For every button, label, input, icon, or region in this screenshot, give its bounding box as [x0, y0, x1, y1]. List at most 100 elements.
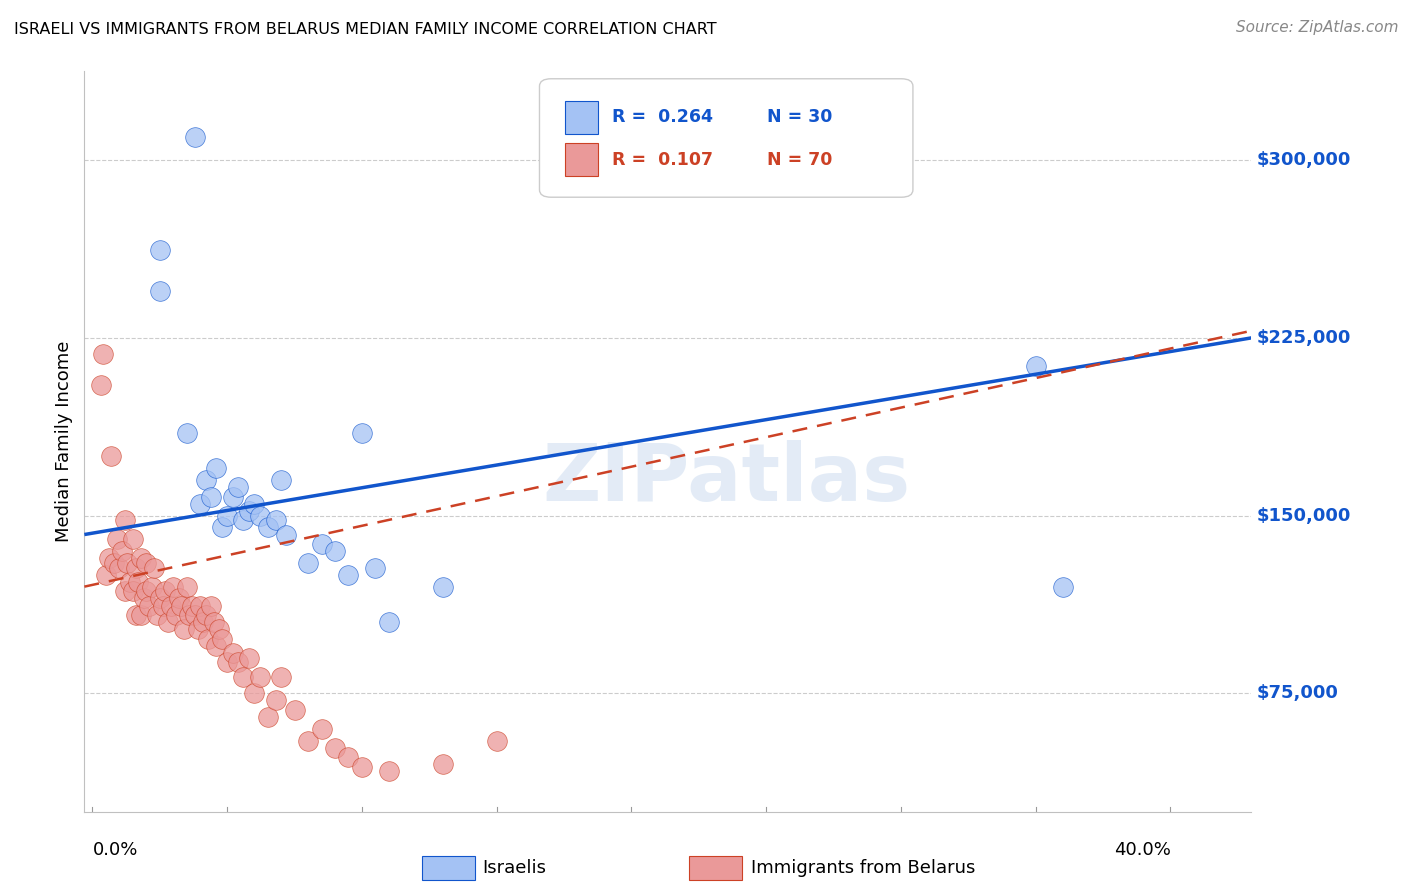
Point — [188, 599, 211, 613]
Point — [179, 608, 201, 623]
Point — [226, 656, 249, 670]
Point — [270, 670, 292, 684]
Point — [200, 490, 222, 504]
Text: Source: ZipAtlas.com: Source: ZipAtlas.com — [1236, 20, 1399, 35]
Text: 0.0%: 0.0% — [93, 841, 138, 859]
Point — [276, 527, 298, 541]
Point — [120, 574, 142, 589]
Text: N = 70: N = 70 — [768, 152, 832, 169]
Point — [90, 378, 112, 392]
Point — [297, 556, 319, 570]
Point — [256, 710, 278, 724]
Point — [149, 244, 172, 258]
Point — [256, 520, 278, 534]
Text: $300,000: $300,000 — [1257, 152, 1351, 169]
Point — [226, 480, 249, 494]
Point — [176, 580, 198, 594]
Point — [378, 764, 401, 779]
Point — [194, 608, 217, 623]
Point — [337, 750, 360, 764]
Bar — [565, 101, 598, 135]
Point — [111, 544, 134, 558]
Point — [170, 599, 193, 613]
Point — [238, 650, 260, 665]
Point — [129, 551, 152, 566]
Point — [217, 656, 239, 670]
Point — [232, 513, 254, 527]
Text: $225,000: $225,000 — [1257, 329, 1351, 347]
Point — [184, 608, 207, 623]
Point — [194, 473, 217, 487]
Point — [249, 670, 271, 684]
Point — [243, 497, 266, 511]
Point — [167, 591, 190, 606]
Point — [205, 639, 228, 653]
Point — [124, 608, 146, 623]
Text: ISRAELI VS IMMIGRANTS FROM BELARUS MEDIAN FAMILY INCOME CORRELATION CHART: ISRAELI VS IMMIGRANTS FROM BELARUS MEDIA… — [14, 22, 717, 37]
Text: R =  0.107: R = 0.107 — [612, 152, 713, 169]
Text: ZIPatlas: ZIPatlas — [543, 440, 910, 517]
Point — [156, 615, 179, 630]
Point — [208, 622, 231, 636]
Point — [152, 599, 174, 613]
Point — [284, 703, 307, 717]
Point — [205, 461, 228, 475]
Point — [485, 733, 508, 747]
Point — [249, 508, 271, 523]
Point — [238, 504, 260, 518]
Point — [211, 632, 233, 646]
Point — [173, 622, 195, 636]
Point — [127, 574, 149, 589]
Point — [149, 591, 172, 606]
Point — [135, 584, 157, 599]
Point — [165, 608, 187, 623]
Point — [97, 551, 120, 566]
Point — [159, 599, 181, 613]
Point — [217, 508, 239, 523]
Point — [202, 615, 225, 630]
Point — [1052, 580, 1074, 594]
Point — [155, 584, 177, 599]
Point — [232, 670, 254, 684]
Point — [364, 560, 387, 574]
Point — [143, 560, 166, 574]
Point — [124, 560, 146, 574]
Point — [146, 608, 169, 623]
Point — [264, 513, 287, 527]
Point — [129, 608, 152, 623]
Point — [184, 129, 207, 144]
Point — [200, 599, 222, 613]
Bar — [565, 144, 598, 177]
FancyBboxPatch shape — [540, 78, 912, 197]
Point — [117, 556, 139, 570]
Text: R =  0.264: R = 0.264 — [612, 108, 713, 127]
Point — [103, 556, 125, 570]
Point — [149, 284, 172, 298]
Point — [100, 450, 122, 464]
Point — [311, 722, 333, 736]
Point — [1025, 359, 1047, 374]
Point — [188, 497, 211, 511]
Point — [122, 584, 145, 599]
Point — [132, 591, 155, 606]
Text: $150,000: $150,000 — [1257, 507, 1351, 524]
Point — [141, 580, 163, 594]
Y-axis label: Median Family Income: Median Family Income — [55, 341, 73, 542]
Point — [337, 567, 360, 582]
Point — [211, 520, 233, 534]
Point — [243, 686, 266, 700]
Point — [221, 490, 243, 504]
Point — [138, 599, 160, 613]
Point — [135, 556, 157, 570]
Point — [197, 632, 219, 646]
Point — [378, 615, 401, 630]
Point — [191, 615, 214, 630]
Point — [94, 567, 117, 582]
Point — [176, 425, 198, 440]
Point — [181, 599, 204, 613]
Point — [122, 533, 145, 547]
Point — [162, 580, 184, 594]
Point — [91, 347, 114, 361]
Text: Israelis: Israelis — [482, 859, 547, 877]
Point — [114, 584, 136, 599]
